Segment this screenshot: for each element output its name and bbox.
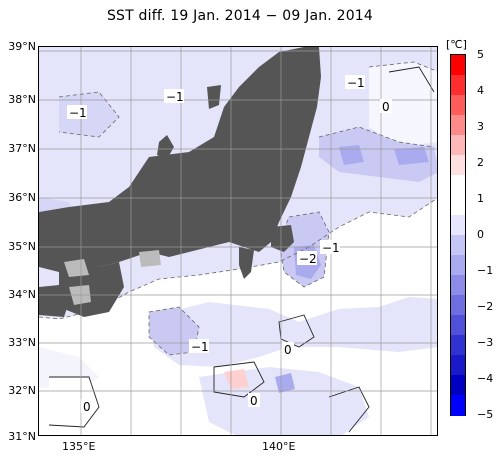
lat-label-37: 37°N xyxy=(8,142,36,155)
lat-label-31: 31°N xyxy=(8,430,36,443)
colorbar-cell xyxy=(451,115,465,136)
colorbar xyxy=(450,54,466,416)
land-shikoku xyxy=(39,285,69,317)
colorbar-unit: [℃] xyxy=(446,38,467,51)
colorbar-cell xyxy=(451,215,465,236)
sst-light-blue-central xyxy=(149,297,437,367)
sst-mid-blue-east xyxy=(319,127,437,182)
lat-label-34: 34°N xyxy=(8,288,36,301)
land-noto-peninsula xyxy=(157,135,174,159)
sst-zero-patch-ne xyxy=(369,62,437,147)
colorbar-cell xyxy=(451,235,465,256)
colorbar-cell xyxy=(451,255,465,276)
lat-label-35: 35°N xyxy=(8,240,36,253)
sst-zero-patch-sw xyxy=(49,377,99,427)
contour-label-c4: 0 xyxy=(382,100,390,114)
sst-map-svg: −1 −1 −1 0 −2 −1 −1 0 0 0 xyxy=(39,47,437,435)
sst-blue-core-east2 xyxy=(394,147,429,165)
colorbar-tick-label: 4 xyxy=(477,84,484,97)
land-izu-peninsula xyxy=(239,247,254,279)
lat-label-32: 32°N xyxy=(8,384,36,397)
colorbar-cell xyxy=(451,55,465,76)
lon-label-140: 140°E xyxy=(262,440,296,453)
contour-label-c5: −2 xyxy=(299,252,317,266)
colorbar-cell xyxy=(451,275,465,296)
contour-label-c7: −1 xyxy=(191,340,209,354)
land-honshu xyxy=(39,47,321,272)
colorbar-cell xyxy=(451,375,465,396)
lat-label-39: 39°N xyxy=(8,40,36,53)
contour-label-c2: −1 xyxy=(166,90,184,104)
colorbar-cell xyxy=(451,195,465,216)
colorbar-cell xyxy=(451,135,465,156)
contour-label-c10: 0 xyxy=(83,400,91,414)
colorbar-tick-label: −5 xyxy=(477,408,494,421)
lat-label-38: 38°N xyxy=(8,93,36,106)
contour-label-c1: −1 xyxy=(69,106,87,120)
colorbar-tick-label: 0 xyxy=(477,228,484,241)
land-sado-island xyxy=(207,85,221,109)
sst-map-panel: −1 −1 −1 0 −2 −1 −1 0 0 0 xyxy=(38,46,438,436)
contour-labels: −1 −1 −1 0 −2 −1 −1 0 0 0 xyxy=(67,75,392,414)
colorbar-cell xyxy=(451,295,465,316)
lon-label-135: 135°E xyxy=(62,440,96,453)
gray-patch-bay xyxy=(139,250,161,267)
colorbar-cell xyxy=(451,155,465,176)
colorbar-cell xyxy=(451,335,465,356)
sst-blue-core-south xyxy=(275,373,295,393)
sst-blue-core-east1 xyxy=(339,145,364,165)
colorbar-cell xyxy=(451,95,465,116)
colorbar-cell xyxy=(451,355,465,376)
colorbar-tick-label: 1 xyxy=(477,192,484,205)
colorbar-tick-label: −2 xyxy=(477,300,494,313)
contour-label-c3: −1 xyxy=(347,76,365,90)
lake-biwa xyxy=(64,259,89,277)
contour-label-c9: 0 xyxy=(250,394,258,408)
sst-pink-warm-patch xyxy=(224,369,249,389)
sst-mid-blue-nw xyxy=(59,92,119,137)
colorbar-tick-label: 2 xyxy=(477,156,484,169)
land-boso-peninsula xyxy=(271,225,294,252)
colorbar-tick-label: −4 xyxy=(477,372,494,385)
lat-label-33: 33°N xyxy=(8,336,36,349)
lat-label-36: 36°N xyxy=(8,191,36,204)
colorbar-cell xyxy=(451,395,465,416)
colorbar-cell xyxy=(451,175,465,196)
colorbar-tick-label: −3 xyxy=(477,336,494,349)
colorbar-tick-label: 5 xyxy=(477,48,484,61)
colorbar-tick-label: −1 xyxy=(477,264,494,277)
colorbar-cell xyxy=(451,75,465,96)
contour-label-c6: −1 xyxy=(322,241,340,255)
contour-label-c8: 0 xyxy=(284,343,292,357)
map-title: SST diff. 19 Jan. 2014 − 09 Jan. 2014 xyxy=(106,8,374,24)
colorbar-cell xyxy=(451,315,465,336)
colorbar-tick-label: 3 xyxy=(477,120,484,133)
